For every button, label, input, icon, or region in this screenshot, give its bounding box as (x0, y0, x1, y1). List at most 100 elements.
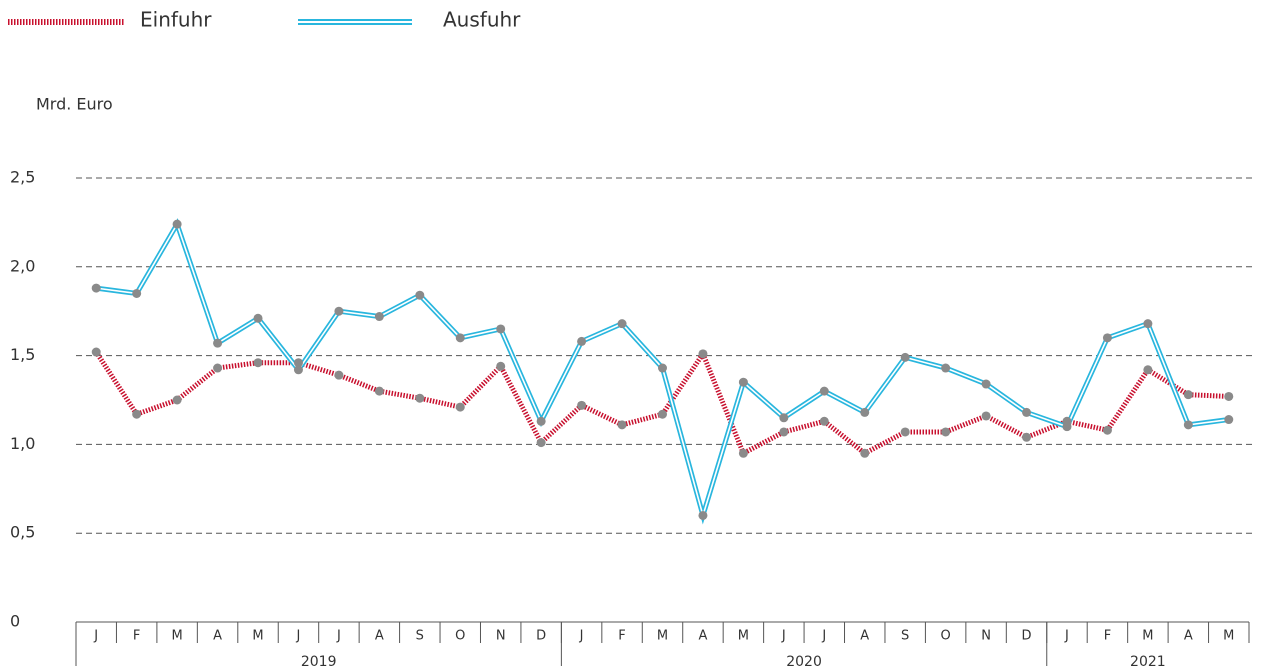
data-point (617, 420, 627, 430)
data-point (1022, 432, 1032, 442)
data-point (334, 306, 344, 316)
data-point (1183, 420, 1193, 430)
x-tick-label: N (496, 629, 506, 644)
data-point (132, 409, 142, 419)
data-point (1183, 390, 1193, 400)
data-point (253, 313, 263, 323)
data-point (415, 393, 425, 403)
y-tick-label: 2,0 (10, 256, 35, 275)
x-tick-label: S (901, 629, 909, 644)
data-point (455, 333, 465, 343)
y-tick-label: 1,5 (10, 345, 35, 364)
x-tick-label: M (172, 629, 183, 644)
data-point (293, 365, 303, 375)
y-tick-label: 0,5 (10, 523, 35, 542)
x-tick-label: O (455, 629, 465, 644)
data-point (415, 290, 425, 300)
y-tick-label: 1,0 (10, 434, 35, 453)
data-point (779, 427, 789, 437)
x-tick-label: A (1184, 629, 1193, 644)
data-point (132, 288, 142, 298)
data-point (496, 324, 506, 334)
data-point (1224, 415, 1234, 425)
x-tick-label: J (296, 629, 301, 644)
data-point (900, 352, 910, 362)
x-tick-label: M (1142, 629, 1153, 644)
data-point (213, 338, 223, 348)
x-tick-label: M (1223, 629, 1234, 644)
data-point (698, 349, 708, 359)
data-point (779, 413, 789, 423)
x-tick-label: J (821, 629, 826, 644)
data-point (819, 416, 829, 426)
x-tick-label: J (1064, 629, 1069, 644)
data-point (91, 347, 101, 357)
x-tick-label: M (657, 629, 668, 644)
y-axis-label: Mrd. Euro (36, 95, 113, 114)
data-point (172, 219, 182, 229)
data-point (819, 386, 829, 396)
data-point (213, 363, 223, 373)
data-point (455, 402, 465, 412)
data-point (981, 379, 991, 389)
data-point (658, 363, 667, 373)
data-point (536, 416, 546, 426)
data-point (900, 427, 910, 437)
x-tick-label: O (941, 629, 951, 644)
data-point (860, 407, 870, 417)
data-point (496, 361, 506, 371)
data-point (334, 370, 344, 380)
data-point (1143, 365, 1153, 375)
x-tick-label: F (1104, 629, 1111, 644)
data-point (577, 336, 587, 346)
x-tick-label: D (1022, 629, 1032, 644)
x-tick-label: J (579, 629, 584, 644)
data-point (374, 386, 384, 396)
data-point (374, 312, 384, 322)
series-line (94, 348, 1229, 457)
data-point (941, 427, 951, 437)
x-tick-label: M (738, 629, 749, 644)
data-point (698, 510, 708, 520)
x-tick-label: A (860, 629, 869, 644)
year-label: 2019 (301, 654, 337, 670)
y-tick-label: 0 (10, 612, 20, 631)
data-point (1022, 407, 1032, 417)
x-tick-label: N (981, 629, 991, 644)
year-label: 2020 (786, 654, 822, 670)
data-point (172, 395, 182, 405)
data-point (738, 448, 748, 458)
data-point (293, 358, 303, 368)
x-tick-label: J (93, 629, 98, 644)
data-point (617, 319, 627, 329)
x-tick-label: D (536, 629, 546, 644)
x-tick-label: A (698, 629, 707, 644)
data-point (860, 448, 870, 458)
x-tick-label: F (618, 629, 625, 644)
x-tick-label: S (416, 629, 424, 644)
data-point (91, 283, 101, 293)
data-point (577, 400, 587, 410)
x-tick-label: A (375, 629, 384, 644)
x-tick-label: A (213, 629, 222, 644)
x-tick-label: J (781, 629, 786, 644)
data-point (536, 438, 546, 448)
data-point (1102, 333, 1112, 343)
year-label: 2021 (1130, 654, 1166, 670)
data-point (1224, 391, 1234, 401)
data-point (738, 377, 748, 387)
legend-label: Einfuhr (140, 8, 212, 32)
data-point (941, 363, 951, 373)
x-tick-label: F (133, 629, 140, 644)
data-point (1102, 425, 1112, 435)
data-point (1062, 422, 1072, 432)
y-tick-label: 2,5 (10, 168, 35, 187)
data-point (253, 358, 263, 368)
x-tick-label: J (336, 629, 341, 644)
data-point (1143, 319, 1153, 329)
legend-label: Ausfuhr (443, 8, 521, 32)
x-tick-label: M (252, 629, 263, 644)
data-point (658, 409, 667, 419)
data-point (981, 411, 991, 421)
